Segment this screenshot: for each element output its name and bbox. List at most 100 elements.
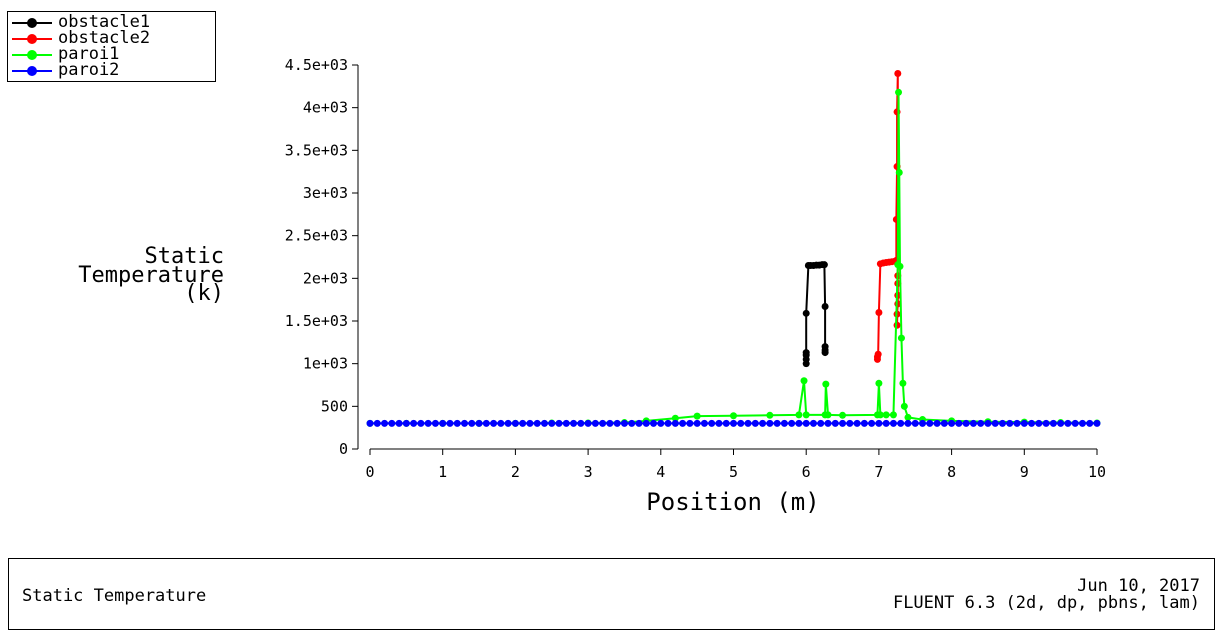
data-point-paroi2 bbox=[868, 419, 876, 427]
data-point-paroi2 bbox=[991, 419, 999, 427]
data-point-paroi2 bbox=[461, 419, 469, 427]
data-point-paroi2 bbox=[839, 419, 847, 427]
data-point-paroi2 bbox=[955, 419, 963, 427]
series-obstacle1 bbox=[802, 261, 829, 368]
data-point-paroi2 bbox=[431, 419, 439, 427]
data-point-paroi2 bbox=[366, 419, 374, 427]
data-point-paroi2 bbox=[751, 419, 759, 427]
x-tick-label: 3 bbox=[584, 463, 593, 481]
data-point-paroi1 bbox=[875, 379, 883, 387]
data-point-paroi2 bbox=[766, 419, 774, 427]
data-point-paroi2 bbox=[1086, 419, 1094, 427]
data-point-paroi2 bbox=[715, 419, 723, 427]
data-point-paroi2 bbox=[700, 419, 708, 427]
legend-item-paroi1: paroi1 bbox=[8, 44, 213, 64]
y-tick-label: 3.5e+03 bbox=[285, 141, 348, 159]
data-point-paroi2 bbox=[526, 419, 534, 427]
data-point-paroi2 bbox=[606, 419, 614, 427]
legend-swatch-marker bbox=[27, 66, 37, 76]
data-point-paroi1 bbox=[899, 379, 907, 387]
data-point-paroi2 bbox=[744, 419, 752, 427]
footer-title: Static Temperature bbox=[22, 586, 207, 606]
x-tick-label: 1 bbox=[438, 463, 447, 481]
data-point-paroi1 bbox=[693, 412, 701, 420]
data-point-paroi2 bbox=[693, 419, 701, 427]
y-tick-label: 1e+03 bbox=[303, 355, 348, 373]
data-point-paroi2 bbox=[599, 419, 607, 427]
y-tick-label: 500 bbox=[321, 397, 348, 415]
data-point-paroi2 bbox=[1064, 419, 1072, 427]
data-point-paroi2 bbox=[773, 419, 781, 427]
data-point-paroi2 bbox=[962, 419, 970, 427]
data-point-paroi2 bbox=[919, 419, 927, 427]
data-point-paroi2 bbox=[519, 419, 527, 427]
footer-date: Jun 10, 2017 bbox=[1077, 576, 1200, 596]
y-axis-label-line: Temperature bbox=[78, 263, 224, 288]
series-layer bbox=[366, 70, 1101, 427]
series-paroi1 bbox=[366, 88, 1101, 427]
data-point-paroi2 bbox=[977, 419, 985, 427]
data-point-paroi2 bbox=[933, 419, 941, 427]
data-point-paroi2 bbox=[1035, 419, 1043, 427]
data-point-paroi2 bbox=[613, 419, 621, 427]
y-axis-label-line: Static bbox=[145, 244, 224, 269]
data-point-paroi1 bbox=[882, 411, 890, 419]
data-point-paroi2 bbox=[584, 419, 592, 427]
data-point-paroi2 bbox=[737, 419, 745, 427]
data-point-paroi2 bbox=[671, 419, 679, 427]
data-point-paroi1 bbox=[896, 262, 904, 270]
data-point-paroi1 bbox=[900, 402, 908, 410]
legend-item-paroi2: paroi2 bbox=[8, 60, 213, 80]
legend-item-obstacle1: obstacle1 bbox=[8, 12, 213, 32]
footer-solver: FLUENT 6.3 (2d, dp, pbns, lam) bbox=[892, 593, 1200, 613]
footer-info: Jun 10, 2017 FLUENT 6.3 (2d, dp, pbns, l… bbox=[893, 578, 1200, 612]
data-point-paroi2 bbox=[410, 419, 418, 427]
data-point-paroi2 bbox=[650, 419, 658, 427]
data-point-paroi1 bbox=[895, 88, 903, 96]
x-axis-label: Position (m) bbox=[646, 488, 819, 516]
data-point-paroi2 bbox=[620, 419, 628, 427]
data-point-paroi1 bbox=[824, 411, 832, 419]
data-point-paroi2 bbox=[948, 419, 956, 427]
data-point-paroi2 bbox=[679, 419, 687, 427]
data-point-paroi2 bbox=[686, 419, 694, 427]
data-point-paroi2 bbox=[846, 419, 854, 427]
data-point-obstacle1 bbox=[821, 349, 829, 357]
y-tick-label: 0 bbox=[339, 440, 348, 458]
legend-swatch-marker bbox=[27, 34, 37, 44]
series-line-paroi1 bbox=[370, 92, 1098, 425]
data-point-paroi2 bbox=[439, 419, 447, 427]
data-point-paroi2 bbox=[482, 419, 490, 427]
series-paroi2 bbox=[366, 419, 1101, 427]
data-point-paroi2 bbox=[722, 419, 730, 427]
data-point-paroi2 bbox=[940, 419, 948, 427]
data-point-paroi2 bbox=[555, 419, 563, 427]
data-point-paroi2 bbox=[1071, 419, 1079, 427]
data-point-paroi2 bbox=[853, 419, 861, 427]
data-point-paroi2 bbox=[490, 419, 498, 427]
data-point-paroi2 bbox=[1057, 419, 1065, 427]
y-tick-label: 4e+03 bbox=[303, 99, 348, 117]
data-point-paroi1 bbox=[839, 411, 847, 419]
data-point-paroi2 bbox=[1020, 419, 1028, 427]
data-point-paroi2 bbox=[795, 419, 803, 427]
legend: obstacle1 obstacle2 paroi1 paroi2 bbox=[7, 11, 216, 82]
data-point-paroi2 bbox=[1078, 419, 1086, 427]
data-point-paroi2 bbox=[664, 419, 672, 427]
data-point-paroi2 bbox=[1006, 419, 1014, 427]
data-point-paroi2 bbox=[540, 419, 548, 427]
data-point-paroi2 bbox=[969, 419, 977, 427]
y-tick-label: 3e+03 bbox=[303, 184, 348, 202]
y-tick-label: 4.5e+03 bbox=[285, 56, 348, 74]
data-point-paroi2 bbox=[889, 419, 897, 427]
data-point-paroi2 bbox=[446, 419, 454, 427]
data-point-obstacle1 bbox=[820, 261, 828, 269]
data-point-paroi2 bbox=[1042, 419, 1050, 427]
data-point-paroi2 bbox=[475, 419, 483, 427]
data-point-paroi2 bbox=[926, 419, 934, 427]
data-point-paroi2 bbox=[417, 419, 425, 427]
data-point-paroi2 bbox=[860, 419, 868, 427]
data-point-paroi2 bbox=[381, 419, 389, 427]
data-point-paroi2 bbox=[373, 419, 381, 427]
x-tick-label: 2 bbox=[511, 463, 520, 481]
